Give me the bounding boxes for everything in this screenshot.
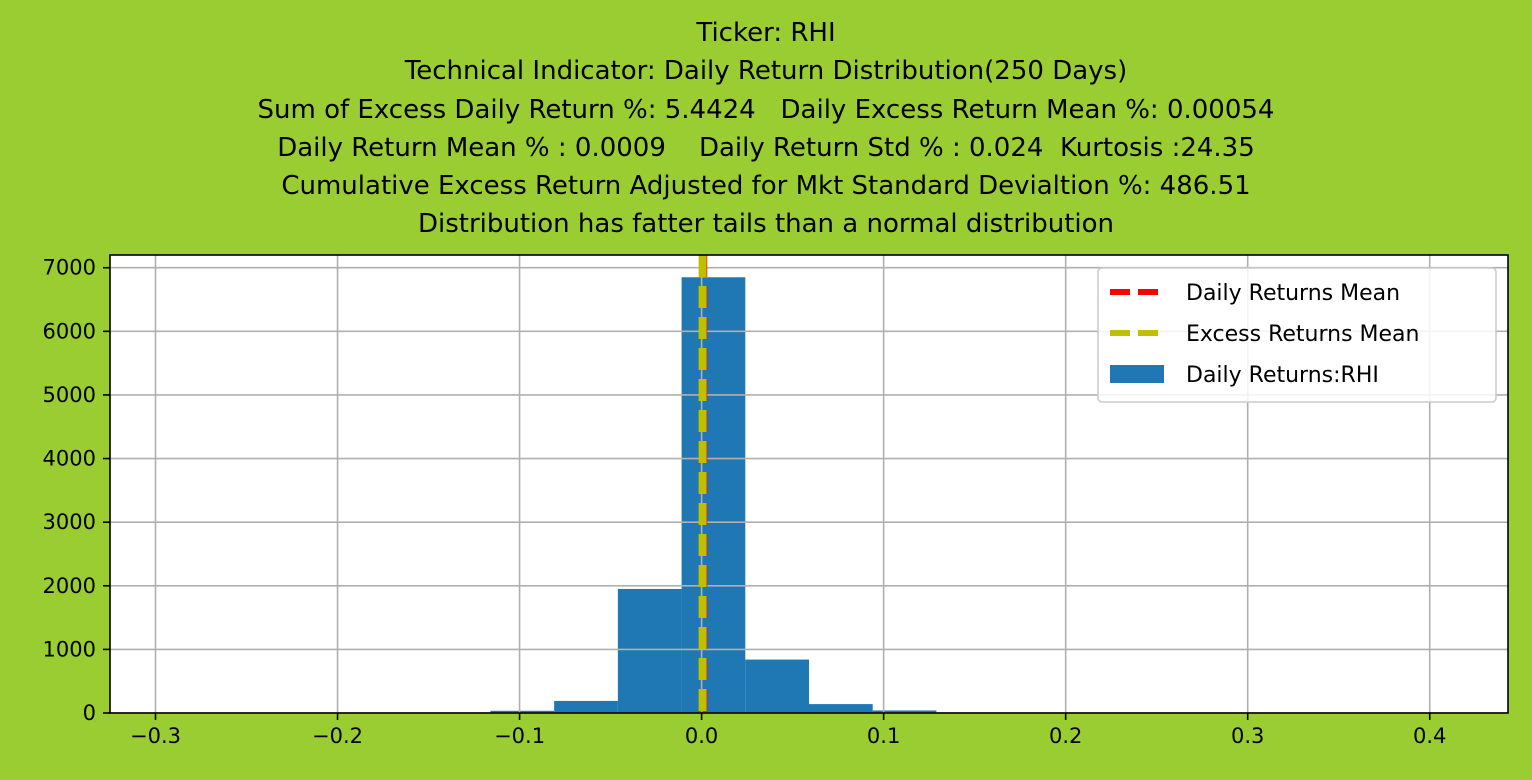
histogram-bar-6	[872, 710, 937, 713]
legend-label-0: Daily Returns Mean	[1186, 281, 1400, 306]
chart-title: Ticker: RHI Technical Indicator: Daily R…	[0, 14, 1532, 244]
x-tick-label-6: 0.3	[1231, 724, 1264, 748]
x-tick-label-4: 0.1	[867, 724, 900, 748]
histogram-bar-1	[554, 700, 618, 713]
title-line-indicator: Technical Indicator: Daily Return Distri…	[404, 56, 1128, 87]
x-tick-label-1: −0.2	[312, 724, 363, 748]
title-line-cumulative: Cumulative Excess Return Adjusted for Mk…	[281, 171, 1251, 202]
y-tick-label-0: 0	[83, 701, 96, 725]
x-tick-label-3: 0.0	[685, 724, 718, 748]
histogram-bar-4	[745, 659, 809, 713]
y-tick-label-2: 2000	[43, 574, 96, 598]
plot-frame	[109, 254, 1509, 714]
legend-label-1: Excess Returns Mean	[1186, 322, 1419, 347]
y-tick-label-1: 1000	[43, 637, 96, 661]
legend-label-2: Daily Returns:RHI	[1186, 363, 1379, 388]
x-tick-label-0: −0.3	[130, 724, 181, 748]
legend-box	[1097, 267, 1497, 403]
x-tick-label-2: −0.1	[494, 724, 545, 748]
y-tick-label-3: 3000	[43, 510, 96, 534]
histogram-bar-3	[681, 277, 746, 713]
title-line-excess-stats: Sum of Excess Daily Return %: 5.4424 Dai…	[257, 94, 1275, 125]
x-tick-label-5: 0.2	[1049, 724, 1082, 748]
y-tick-label-4: 4000	[43, 447, 96, 471]
y-tick-label-6: 6000	[43, 319, 96, 343]
legend-swatch-2	[1110, 365, 1164, 383]
histogram-bar-2	[617, 588, 682, 713]
y-tick-label-5: 5000	[43, 383, 96, 407]
y-tick-label-7: 7000	[43, 256, 96, 280]
histogram-bar-0	[490, 710, 555, 713]
title-line-conclusion: Distribution has fatter tails than a nor…	[417, 209, 1115, 240]
title-line-ticker: Ticker: RHI	[696, 18, 836, 48]
title-line-return-stats: Daily Return Mean % : 0.0009 Daily Retur…	[277, 132, 1255, 163]
histogram-bar-5	[809, 704, 873, 713]
x-tick-label-7: 0.4	[1413, 724, 1446, 748]
